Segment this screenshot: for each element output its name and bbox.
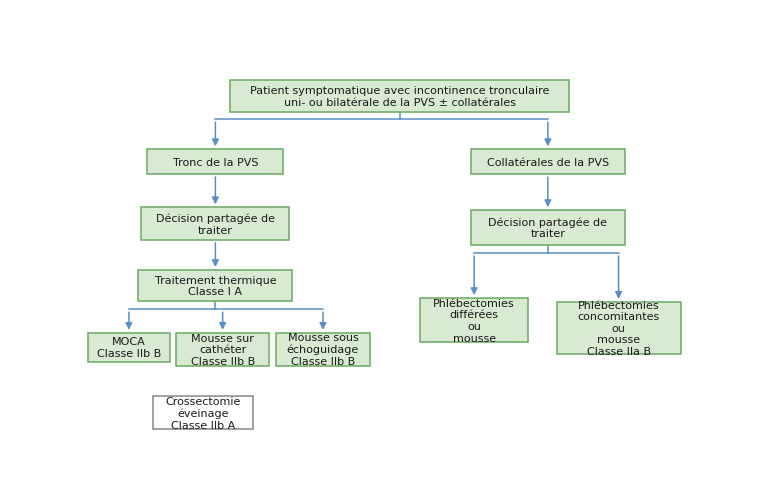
Text: Décision partagée de
traiter: Décision partagée de traiter	[156, 213, 275, 235]
Text: Phlébectomies
concomitantes
ou
mousse
Classe IIa B: Phlébectomies concomitantes ou mousse Cl…	[577, 300, 660, 356]
FancyBboxPatch shape	[471, 210, 625, 245]
Text: Collatérales de la PVS: Collatérales de la PVS	[487, 157, 609, 167]
FancyBboxPatch shape	[276, 333, 370, 366]
Text: Phlébectomies
différées
ou
mousse: Phlébectomies différées ou mousse	[434, 298, 515, 343]
Text: Tronc de la PVS: Tronc de la PVS	[172, 157, 258, 167]
FancyBboxPatch shape	[420, 298, 528, 343]
FancyBboxPatch shape	[88, 333, 170, 362]
FancyBboxPatch shape	[141, 208, 289, 240]
Text: Mousse sous
échoguidage
Classe IIb B: Mousse sous échoguidage Classe IIb B	[287, 333, 359, 366]
Text: Décision partagée de
traiter: Décision partagée de traiter	[488, 217, 608, 239]
Text: Mousse sur
cathéter
Classe IIb B: Mousse sur cathéter Classe IIb B	[190, 333, 255, 366]
Text: MOCA
Classe IIb B: MOCA Classe IIb B	[97, 337, 161, 358]
Text: Patient symptomatique avec incontinence tronculaire
uni- ou bilatérale de la PVS: Patient symptomatique avec incontinence …	[250, 86, 549, 108]
FancyBboxPatch shape	[231, 80, 569, 113]
Text: Traitement thermique
Classe I A: Traitement thermique Classe I A	[154, 275, 276, 297]
FancyBboxPatch shape	[154, 397, 254, 429]
FancyBboxPatch shape	[138, 271, 292, 301]
FancyBboxPatch shape	[147, 150, 283, 175]
Text: Crossectomie
éveinage
Classe IIb A: Crossectomie éveinage Classe IIb A	[165, 396, 241, 430]
FancyBboxPatch shape	[471, 150, 625, 175]
FancyBboxPatch shape	[557, 302, 680, 354]
FancyBboxPatch shape	[176, 333, 269, 366]
